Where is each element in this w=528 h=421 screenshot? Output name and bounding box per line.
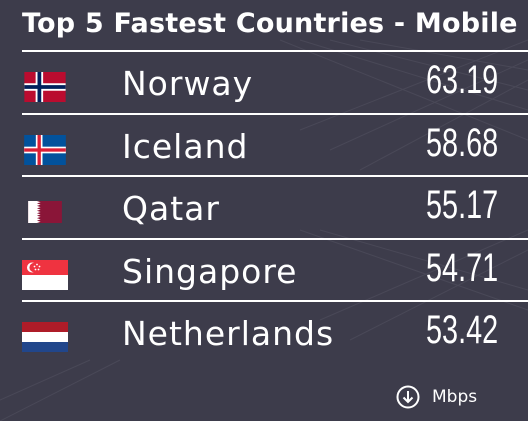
singapore-flag-icon: [22, 259, 68, 290]
norway-flag-icon: [24, 72, 66, 102]
country-name: Singapore: [122, 251, 298, 291]
unit-label: Mbps: [432, 387, 478, 407]
qatar-flag-icon: [28, 201, 62, 223]
speed-value: 53.42: [425, 308, 498, 352]
iceland-flag-icon: [24, 134, 66, 165]
speed-value: 63.19: [425, 58, 498, 102]
ranking-table: Norway 63.19 Iceland 58.68 Qatar 55.17: [22, 50, 528, 363]
chart-title: Top 5 Fastest Countries - Mobile: [22, 8, 518, 39]
speed-value: 55.17: [425, 183, 498, 227]
table-row: Norway 63.19: [22, 50, 528, 113]
table-row: Singapore 54.71: [22, 237, 528, 301]
speed-value: 54.71: [425, 245, 498, 290]
table-row: Netherlands 53.42: [22, 300, 528, 363]
speed-value: 58.68: [425, 120, 498, 165]
country-name: Netherlands: [122, 314, 335, 353]
unit-legend: Mbps: [396, 385, 477, 409]
country-name: Norway: [122, 64, 254, 103]
table-row: Qatar 55.17: [22, 175, 528, 238]
download-arrow-icon: [396, 385, 420, 409]
country-name: Qatar: [122, 189, 220, 228]
table-row: Iceland 58.68: [22, 112, 528, 176]
country-name: Iceland: [122, 126, 249, 166]
netherlands-flag-icon: [22, 322, 68, 352]
